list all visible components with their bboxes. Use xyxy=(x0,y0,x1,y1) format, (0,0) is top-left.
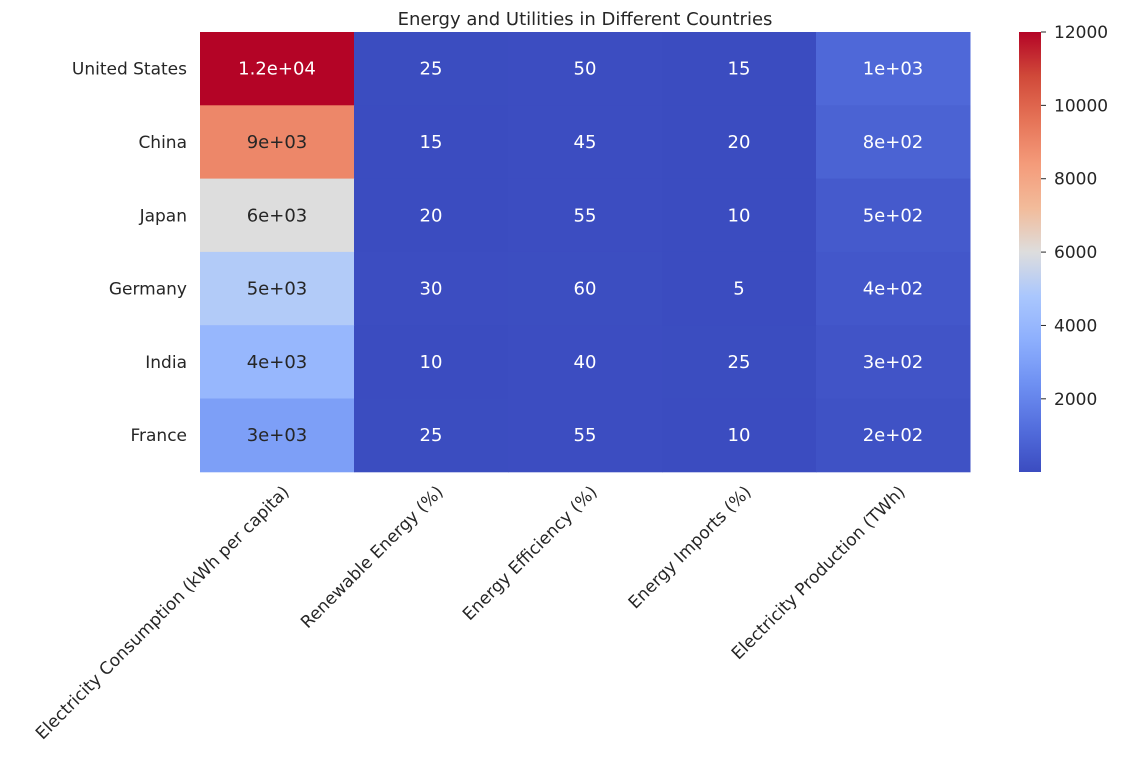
heatmap-cell xyxy=(200,32,355,106)
heatmap-cell xyxy=(200,178,355,253)
heatmap-cell xyxy=(816,105,971,180)
heatmap-cell xyxy=(662,251,817,326)
row-label: China xyxy=(138,133,187,153)
cell-annotation: 9e+03 xyxy=(247,132,308,153)
colorbar: 2000 4000 6000 8000 10000 12000 xyxy=(1019,23,1108,472)
cell-annotation: 55 xyxy=(574,205,597,226)
heatmap-cell xyxy=(816,325,971,399)
column-label: Renewable Energy (%) xyxy=(297,482,447,632)
heatmap-cell xyxy=(508,325,663,399)
cell-annotation: 25 xyxy=(420,59,443,80)
heatmap-cell xyxy=(200,105,355,180)
colorbar-gradient xyxy=(1019,32,1041,472)
cell-annotation: 4e+03 xyxy=(247,352,308,373)
column-labels: Electricity Consumption (kWh per capita)… xyxy=(32,482,910,744)
cell-annotation: 3e+03 xyxy=(247,425,308,446)
cell-annotation: 5e+02 xyxy=(863,205,924,226)
cell-annotation: 2e+02 xyxy=(863,425,924,446)
colorbar-tick-label: 10000 xyxy=(1054,96,1108,116)
heatmap-cell xyxy=(200,251,355,326)
row-label: United States xyxy=(72,60,187,80)
cell-annotation: 10 xyxy=(728,205,751,226)
heatmap-cells: 1.2e+04 25 50 15 1e+03 9e+03 15 45 20 8e+02 6e+03 2… xyxy=(200,32,971,473)
cell-annotation: 10 xyxy=(420,352,443,373)
column-label: Energy Imports (%) xyxy=(625,482,756,613)
chart-title: Energy and Utilities in Different Countr… xyxy=(398,9,773,30)
column-label: Electricity Consumption (kWh per capita) xyxy=(32,482,294,744)
heatmap-cell xyxy=(354,251,509,326)
row-label: France xyxy=(130,426,187,446)
row-label: Germany xyxy=(109,280,187,300)
heatmap-cell xyxy=(508,32,663,106)
colorbar-tick-label: 6000 xyxy=(1054,243,1097,263)
column-label: Electricity Production (TWh) xyxy=(728,482,910,664)
cell-annotation: 45 xyxy=(574,132,597,153)
cell-annotation: 3e+02 xyxy=(863,352,924,373)
row-labels: United States China Japan Germany India Franc… xyxy=(72,60,187,446)
cell-annotation: 5e+03 xyxy=(247,279,308,300)
cell-annotation: 15 xyxy=(420,132,443,153)
cell-annotation: 20 xyxy=(420,205,443,226)
heatmap-cell xyxy=(662,105,817,180)
heatmap-cell xyxy=(508,178,663,253)
cell-annotation: 15 xyxy=(728,59,751,80)
heatmap-cell xyxy=(662,178,817,253)
heatmap-cell xyxy=(816,398,971,473)
cell-annotation: 6e+03 xyxy=(247,205,308,226)
cell-annotation: 55 xyxy=(574,425,597,446)
heatmap-cell xyxy=(354,325,509,399)
heatmap-cell xyxy=(200,398,355,473)
heatmap-cell xyxy=(200,325,355,399)
heatmap-cell xyxy=(816,178,971,253)
heatmap-cell xyxy=(816,32,971,106)
heatmap-cell xyxy=(354,178,509,253)
cell-annotation: 4e+02 xyxy=(863,279,924,300)
colorbar-ticks: 2000 4000 6000 8000 10000 12000 xyxy=(1041,23,1108,410)
colorbar-tick-label: 8000 xyxy=(1054,170,1097,190)
row-label: Japan xyxy=(139,206,187,226)
heatmap-cell xyxy=(354,32,509,106)
cell-annotation: 30 xyxy=(420,279,443,300)
cell-annotation: 25 xyxy=(728,352,751,373)
cell-annotation: 20 xyxy=(728,132,751,153)
colorbar-tick-label: 12000 xyxy=(1054,23,1108,43)
cell-annotation: 1.2e+04 xyxy=(238,59,316,80)
heatmap-cell xyxy=(662,32,817,106)
cell-annotation: 10 xyxy=(728,425,751,446)
heatmap-cell xyxy=(354,398,509,473)
cell-annotation: 5 xyxy=(733,279,744,300)
heatmap-cell xyxy=(508,105,663,180)
row-label: India xyxy=(145,353,187,373)
cell-annotation: 60 xyxy=(574,279,597,300)
cell-annotation: 40 xyxy=(574,352,597,373)
heatmap-cell xyxy=(662,398,817,473)
cell-annotation: 50 xyxy=(574,59,597,80)
heatmap-cell xyxy=(508,251,663,326)
heatmap-cell xyxy=(662,325,817,399)
colorbar-tick-label: 2000 xyxy=(1054,390,1097,410)
heatmap-cell xyxy=(508,398,663,473)
cell-annotation: 8e+02 xyxy=(863,132,924,153)
colorbar-tick-label: 4000 xyxy=(1054,316,1097,336)
heatmap-cell xyxy=(354,105,509,180)
cell-annotation: 25 xyxy=(420,425,443,446)
heatmap-cell xyxy=(816,251,971,326)
cell-annotation: 1e+03 xyxy=(863,59,924,80)
column-label: Energy Efficiency (%) xyxy=(459,482,602,625)
